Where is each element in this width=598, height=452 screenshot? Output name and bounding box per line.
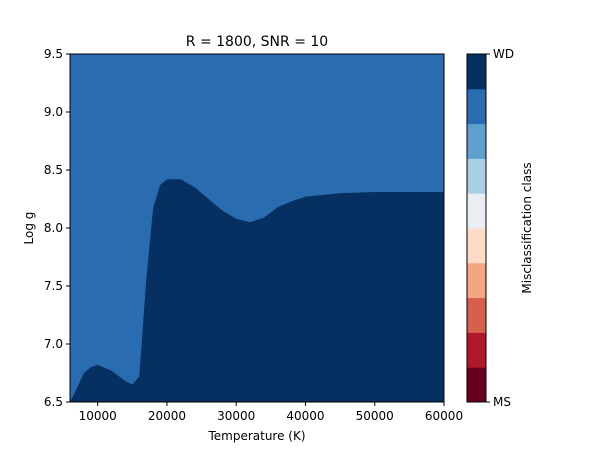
contour-bands xyxy=(70,54,444,402)
y-tick-label: 6.5 xyxy=(44,395,63,409)
y-tick-label: 8.0 xyxy=(44,221,63,235)
colorbar-segment xyxy=(467,332,486,368)
colorbar-segment xyxy=(467,54,486,90)
x-tick-label: 40000 xyxy=(286,409,324,423)
x-tick-label: 10000 xyxy=(79,409,117,423)
colorbar-segment xyxy=(467,228,486,264)
x-axis-label: Temperature (K) xyxy=(207,429,305,443)
y-tick-label: 7.5 xyxy=(44,279,63,293)
contour-band xyxy=(70,54,444,402)
y-tick-label: 9.0 xyxy=(44,105,63,119)
chart-title: R = 1800, SNR = 10 xyxy=(186,34,328,50)
y-tick-label: 8.5 xyxy=(44,163,63,177)
colorbar-segment xyxy=(467,193,486,229)
colorbar-label: Misclassification class xyxy=(520,162,534,293)
y-axis-ticks: 6.5 7.0 7.5 8.0 8.5 9.0 9.5 xyxy=(44,47,70,409)
colorbar-segment xyxy=(467,367,486,403)
colorbar-segment xyxy=(467,262,486,299)
x-tick-label: 60000 xyxy=(425,409,463,423)
colorbar-tick-label: MS xyxy=(493,395,511,409)
colorbar-segment xyxy=(467,88,486,125)
y-tick-label: 7.0 xyxy=(44,337,63,351)
x-tick-label: 30000 xyxy=(217,409,255,423)
x-tick-label: 20000 xyxy=(148,409,186,423)
y-axis-label: Log g xyxy=(22,212,36,245)
colorbar-segment xyxy=(467,123,486,159)
y-tick-label: 9.5 xyxy=(44,47,63,61)
colorbar-tick-label: WD xyxy=(493,47,514,61)
colorbar: MS WD xyxy=(467,47,514,409)
colorbar-segment xyxy=(467,158,486,194)
colorbar-frame xyxy=(466,53,487,403)
colorbar-segment xyxy=(467,297,486,333)
x-tick-label: 50000 xyxy=(356,409,394,423)
x-axis-ticks: 10000 20000 30000 40000 50000 60000 xyxy=(79,402,463,423)
plot-area xyxy=(70,54,444,402)
